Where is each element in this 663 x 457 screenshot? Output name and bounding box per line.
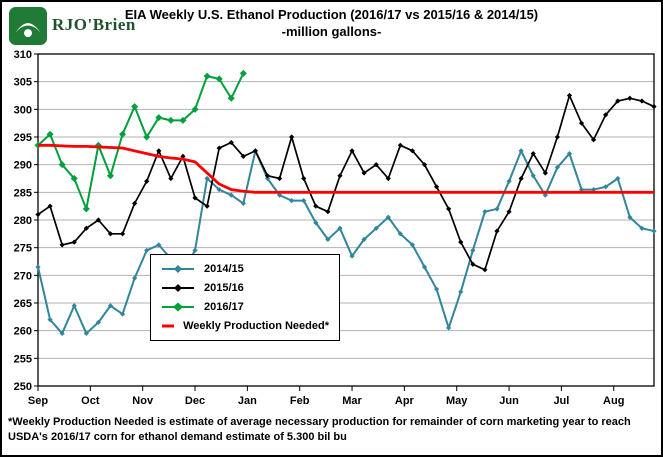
chart-title: EIA Weekly U.S. Ethanol Production (2016… xyxy=(124,7,539,22)
legend-label-2015-16: 2015/16 xyxy=(204,282,244,294)
legend-item-2016-17: 2016/17 xyxy=(161,300,329,314)
svg-text:270: 270 xyxy=(14,270,32,282)
svg-text:290: 290 xyxy=(14,160,32,172)
svg-text:285: 285 xyxy=(14,187,32,199)
legend-line-sample-needed xyxy=(162,324,175,328)
ethanol-production-chart: 250 255 260 265 270 275 280 285 290 295 300 305 310 S… xyxy=(14,49,657,407)
svg-text:Jul: Jul xyxy=(553,395,569,407)
svg-text:255: 255 xyxy=(14,353,32,365)
legend-item-2014-15: 2014/15 xyxy=(161,262,329,276)
svg-text:Nov: Nov xyxy=(132,395,154,407)
svg-text:250: 250 xyxy=(14,381,32,393)
svg-text:Feb: Feb xyxy=(290,395,310,407)
svg-text:275: 275 xyxy=(14,243,32,255)
legend-item-2015-16: 2015/16 xyxy=(161,281,329,295)
svg-text:310: 310 xyxy=(14,49,32,61)
svg-text:Apr: Apr xyxy=(395,395,415,407)
svg-text:Jan: Jan xyxy=(238,395,257,407)
svg-text:295: 295 xyxy=(14,132,32,144)
legend-label-2016-17: 2016/17 xyxy=(204,301,244,313)
svg-text:280: 280 xyxy=(14,215,32,227)
brand-name: RJO'Brien xyxy=(52,15,136,34)
legend: 2014/15 2015/16 2016/17 Weekly Productio… xyxy=(150,254,340,341)
footnote: *Weekly Production Needed is estimate of… xyxy=(8,416,631,443)
svg-text:Dec: Dec xyxy=(185,395,205,407)
svg-text:May: May xyxy=(446,395,468,407)
svg-text:260: 260 xyxy=(14,326,32,338)
legend-label-2014-15: 2014/15 xyxy=(204,263,244,275)
rjo-brien-logo-icon xyxy=(9,7,47,45)
title-block: EIA Weekly U.S. Ethanol Production (2016… xyxy=(2,7,661,39)
legend-label-weekly-production-needed: Weekly Production Needed* xyxy=(183,320,329,332)
svg-text:Oct: Oct xyxy=(81,395,100,407)
legend-item-weekly-production-needed: Weekly Production Needed* xyxy=(161,319,329,333)
legend-line-sample-2014-15 xyxy=(162,265,194,273)
svg-text:265: 265 xyxy=(14,298,32,310)
legend-line-sample-2016-17 xyxy=(162,302,194,312)
chart-subtitle: -million gallons- xyxy=(281,24,382,39)
svg-text:Jun: Jun xyxy=(499,395,519,407)
svg-text:300: 300 xyxy=(14,104,32,116)
svg-text:Aug: Aug xyxy=(603,395,624,407)
svg-text:305: 305 xyxy=(14,77,32,89)
legend-line-sample-2015-16 xyxy=(162,284,194,292)
svg-text:Sep: Sep xyxy=(28,395,48,407)
svg-text:Mar: Mar xyxy=(342,395,362,407)
